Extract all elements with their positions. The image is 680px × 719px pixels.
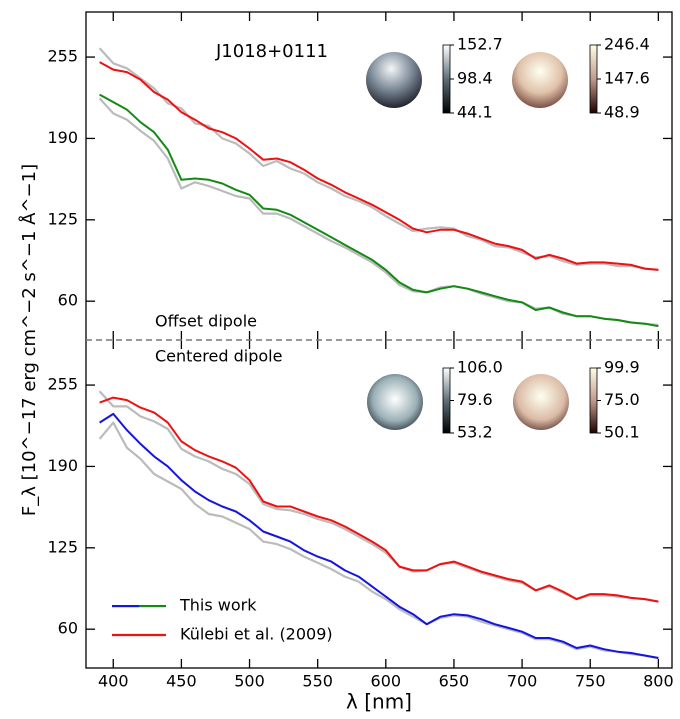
colorbar [442, 44, 451, 114]
observed-line [99, 93, 659, 328]
legend-label: This work [179, 596, 257, 615]
model-line [99, 396, 659, 603]
y-tick-label: 125 [47, 209, 78, 228]
chart-title: J1018+0111 [215, 41, 328, 62]
colorbar-tick-label: 152.7 [457, 35, 503, 54]
colorbar-tick-label: 147.6 [604, 69, 650, 88]
colorbar-tick-label: 44.1 [457, 103, 493, 122]
y-tick-label: 125 [47, 537, 78, 556]
x-tick-label: 650 [439, 672, 470, 691]
observed-line [98, 47, 659, 271]
y-tick-label: 60 [58, 291, 78, 310]
plot-area: 60 125 190 255 J1018+0111 Offset dipole 44.1 98… [18, 11, 674, 714]
colorbar [589, 44, 598, 114]
x-tick-label: 800 [643, 672, 674, 691]
x-tick-label: 700 [507, 672, 538, 691]
y-axis-label: F_λ [10^−17 erg cm^−2 s^−1 Å^−1] [18, 164, 40, 516]
sphere-map [367, 374, 423, 430]
y-tick-label: 190 [47, 128, 78, 147]
colorbar-tick-label: 98.4 [457, 69, 493, 88]
x-tick-label: 500 [234, 672, 265, 691]
y-tick-label: 255 [47, 375, 78, 394]
legend-label: Külebi et al. (2009) [180, 625, 333, 644]
y-tick-label: 190 [47, 456, 78, 475]
colorbar-tick-label: 53.2 [457, 423, 493, 442]
observed-line [98, 421, 659, 660]
x-axis-label: λ [nm] [346, 690, 412, 714]
legend-swatch [112, 605, 166, 608]
sphere-map [512, 52, 568, 108]
panel-label: Offset dipole [155, 312, 257, 331]
colorbar-tick-label: 75.0 [604, 390, 640, 409]
x-tick-label: 750 [575, 672, 606, 691]
x-tick-label: 400 [98, 672, 129, 691]
colorbar [589, 367, 598, 434]
colorbar-tick-label: 48.9 [604, 103, 640, 122]
sphere-map [366, 52, 422, 108]
y-tick-label: 60 [58, 619, 78, 638]
colorbar-tick-label: 99.9 [604, 358, 640, 377]
x-tick-label: 600 [371, 672, 402, 691]
observed-line [99, 61, 659, 271]
x-tick-label: 450 [166, 672, 197, 691]
colorbar-tick-label: 50.1 [604, 423, 640, 442]
panel-label: Centered dipole [155, 347, 282, 366]
y-tick-label: 255 [47, 47, 78, 66]
sphere-map [513, 374, 569, 430]
colorbar [442, 367, 451, 434]
x-tick-label: 550 [302, 672, 333, 691]
colorbar-tick-label: 79.6 [457, 390, 493, 409]
colorbar-tick-label: 246.4 [604, 35, 650, 54]
model-line [99, 412, 659, 659]
colorbar-tick-label: 106.0 [457, 358, 503, 377]
